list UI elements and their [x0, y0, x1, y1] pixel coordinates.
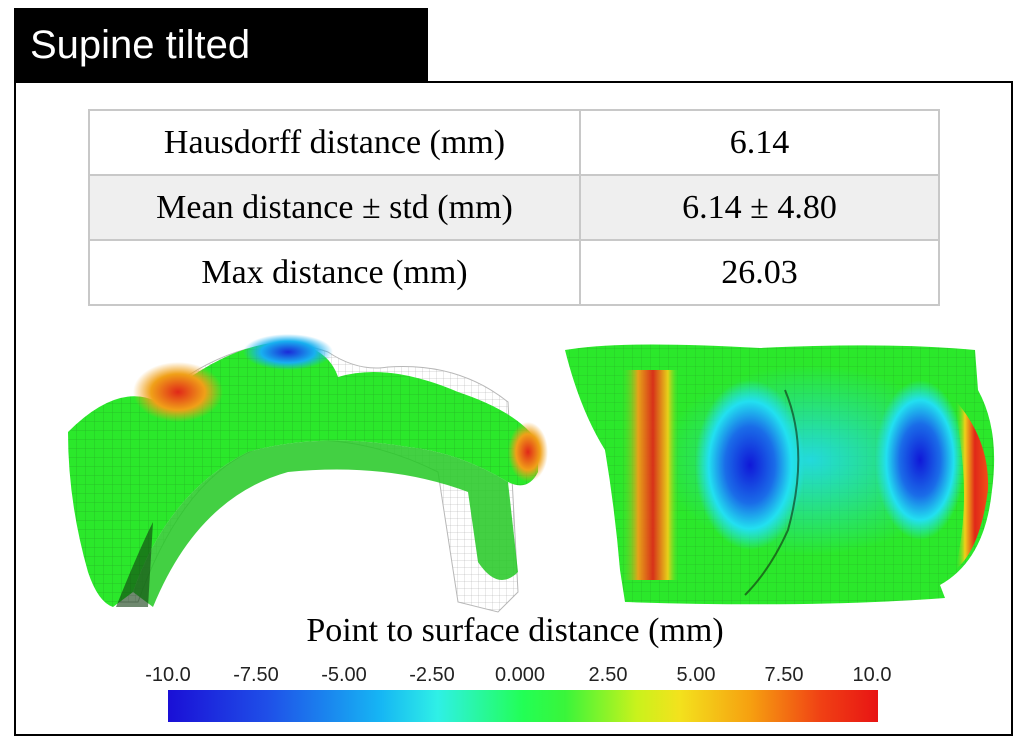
slide-title: Supine tilted — [14, 8, 428, 82]
colorbar-gradient — [168, 690, 878, 722]
colorbar-tick: 0.000 — [494, 664, 546, 686]
content-frame — [14, 81, 1013, 736]
metric-value: 6.14 ± 4.80 — [579, 174, 940, 241]
colorbar-tick: 5.00 — [676, 664, 716, 686]
metric-label: Mean distance ± std (mm) — [88, 174, 581, 241]
metric-value: 26.03 — [579, 239, 940, 306]
colorbar-tick: 2.50 — [588, 664, 628, 686]
table-row: Mean distance ± std (mm) 6.14 ± 4.80 — [88, 174, 940, 241]
colorbar-tick: -5.00 — [321, 664, 367, 686]
colorbar-tick: -7.50 — [233, 664, 279, 686]
colorbar-tick: -10.0 — [145, 664, 191, 686]
colorbar-tick-labels: -10.0 -7.50 -5.00 -2.50 0.000 2.50 5.00 … — [130, 664, 910, 688]
colorbar-title: Point to surface distance (mm) — [306, 612, 724, 649]
surface-render-front — [565, 344, 995, 605]
metric-label: Hausdorff distance (mm) — [88, 109, 581, 176]
table-row: Max distance (mm) 26.03 — [88, 239, 940, 306]
metric-label: Max distance (mm) — [88, 239, 581, 306]
metrics-table: Hausdorff distance (mm) 6.14 Mean distan… — [88, 109, 940, 306]
colorbar-tick: -2.50 — [409, 664, 455, 686]
colorbar-tick: 7.50 — [764, 664, 804, 686]
surface-render-oblique — [68, 334, 548, 613]
metric-value: 6.14 — [579, 109, 940, 176]
table-row: Hausdorff distance (mm) 6.14 — [88, 109, 940, 176]
colorbar-tick: 10.0 — [852, 664, 892, 686]
